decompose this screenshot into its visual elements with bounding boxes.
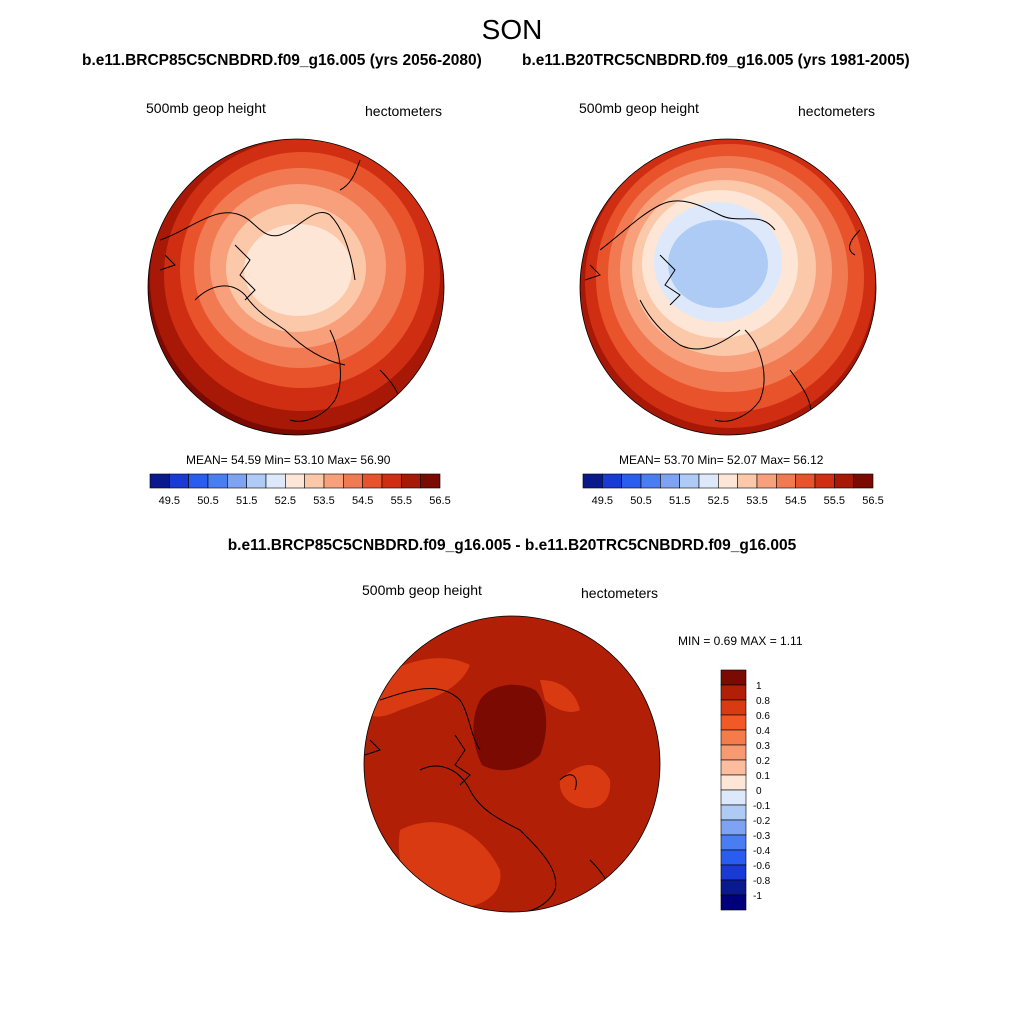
colorbar-1-swatch [207, 473, 228, 489]
colorbar-3-swatch [720, 714, 747, 731]
colorbar-2-swatch [795, 473, 816, 489]
panel-3-stats: MIN = 0.69 MAX = 1.11 [678, 634, 803, 648]
colorbar-1-tick-label: 54.5 [352, 495, 373, 507]
colorbar-3-tick-label: 0.1 [756, 771, 770, 782]
colorbar-1-swatch [169, 473, 189, 489]
colorbar-3-tick-label: 0 [756, 786, 762, 797]
colorbar-2-swatch [853, 473, 874, 489]
page-title: SON [481, 14, 543, 45]
map-panel-1 [147, 138, 445, 436]
coastlines-1 [159, 159, 402, 422]
colorbar-2-tick-label: 55.5 [824, 495, 845, 507]
colorbar-1-swatch [323, 473, 344, 489]
colorbar-3-swatch [720, 849, 747, 866]
panel-2-stats: MEAN= 53.70 Min= 52.07 Max= 56.12 [619, 453, 824, 467]
colorbar-2-swatch [640, 473, 661, 489]
colorbar-2-swatch [582, 473, 603, 489]
panel-3-variable: 500mb geop height [362, 582, 482, 598]
colorbar-3-swatch [720, 789, 747, 806]
colorbar-3-swatch [720, 819, 747, 836]
panel-2-subtitle: b.e11.B20TRC5CNBDRD.f09_g16.005 (yrs 198… [522, 52, 910, 69]
map-panel-3 [363, 615, 661, 913]
colorbar-3-swatch [720, 804, 747, 821]
colorbar-2: 49.5 50.5 51.5 52.5 53.5 54.5 55.5 56.5 [582, 473, 884, 507]
colorbar-2-swatch [776, 473, 796, 489]
colorbar-1-swatch [401, 473, 421, 489]
colorbar-3-tick-label: -0.8 [753, 876, 771, 887]
colorbar-2-tick-label: 56.5 [862, 495, 883, 507]
panel-1-subtitle: b.e11.BRCP85C5CNBDRD.f09_g16.005 (yrs 20… [82, 52, 482, 69]
panel-1-variable: 500mb geop height [146, 100, 266, 116]
colorbar-3-tick-label: -0.1 [753, 801, 771, 812]
colorbar-2-tick-label: 51.5 [669, 495, 690, 507]
colorbar-2-swatch [756, 473, 777, 489]
colorbar-2-swatch [602, 473, 622, 489]
colorbar-3-tick-label: 1 [756, 681, 762, 692]
colorbar-1-swatch [246, 473, 267, 489]
colorbar-3-swatch [720, 759, 747, 776]
colorbar-3-tick-label: 0.6 [756, 711, 770, 722]
colorbar-2-swatch [718, 473, 738, 489]
colorbar-2-swatch [698, 473, 719, 489]
colorbar-1-tick-label: 52.5 [275, 495, 296, 507]
colorbar-1-swatch [227, 473, 247, 489]
colorbar-1-swatch [188, 473, 209, 489]
colorbar-3-swatch [720, 774, 747, 791]
panel-3-units: hectometers [581, 585, 659, 601]
colorbar-1-swatch [362, 473, 383, 489]
colorbar-3-tick-label: 0.3 [756, 741, 770, 752]
colorbar-3-tick-label: -0.6 [753, 861, 771, 872]
colorbar-2-tick-label: 49.5 [592, 495, 613, 507]
colorbar-3-tick-label: 0.8 [756, 696, 770, 707]
panel-3-subtitle: b.e11.BRCP85C5CNBDRD.f09_g16.005 - b.e11… [227, 537, 797, 554]
colorbar-3-tick-label: -0.3 [753, 831, 771, 842]
colorbar-1-tick-label: 49.5 [159, 495, 180, 507]
colorbar-2-swatch [834, 473, 854, 489]
colorbar-2-swatch [737, 473, 758, 489]
colorbar-3-tick-label: -0.4 [753, 846, 771, 857]
colorbar-1-swatch [149, 473, 170, 489]
colorbar-3-swatch [720, 834, 747, 851]
colorbar-3-swatch [720, 894, 747, 911]
colorbar-3-tick-label: 0.4 [756, 726, 770, 737]
colorbar-1-tick-label: 55.5 [391, 495, 412, 507]
colorbar-2-tick-label: 52.5 [708, 495, 729, 507]
panel-2-units: hectometers [798, 103, 876, 119]
colorbar-3-swatch [720, 729, 747, 746]
colorbar-1-tick-label: 50.5 [197, 495, 218, 507]
colorbar-3-swatch [720, 864, 747, 881]
colorbar-1-swatch [265, 473, 286, 489]
colorbar-1-swatch [285, 473, 305, 489]
colorbar-1-swatch [420, 473, 441, 489]
colorbar-1-swatch [381, 473, 402, 489]
colorbar-3-tick-label: 0.2 [756, 756, 770, 767]
panel-1-stats: MEAN= 54.59 Min= 53.10 Max= 56.90 [186, 453, 391, 467]
colorbar-1-swatch [343, 473, 363, 489]
colorbar-3-tick-label: -0.2 [753, 816, 771, 827]
colorbar-2-tick-label: 54.5 [785, 495, 806, 507]
colorbar-3-swatch [720, 699, 747, 716]
colorbar-1-tick-label: 53.5 [313, 495, 334, 507]
colorbar-2-swatch [814, 473, 835, 489]
panel-1-units: hectometers [365, 103, 443, 119]
colorbar-3-tick-label: -1 [753, 891, 762, 902]
colorbar-1-tick-label: 51.5 [236, 495, 257, 507]
colorbar-3-swatch [720, 744, 747, 761]
colorbar-2-tick-label: 50.5 [630, 495, 651, 507]
colorbar-1-swatch [304, 473, 325, 489]
colorbar-1: 49.5 50.5 51.5 52.5 53.5 54.5 55.5 56.5 [149, 473, 451, 507]
colorbar-2-tick-label: 53.5 [746, 495, 767, 507]
colorbar-3: 1 0.8 0.6 0.4 0.3 0.2 0.1 0 -0.1 -0.2 -0.3 -0.4 -0.6… [720, 669, 771, 911]
panel-2-variable: 500mb geop height [579, 100, 699, 116]
colorbar-1-tick-label: 56.5 [429, 495, 450, 507]
colorbar-3-swatch [720, 879, 747, 896]
colorbar-3-swatch [720, 684, 747, 701]
colorbar-2-swatch [621, 473, 642, 489]
map-panel-2 [579, 138, 877, 436]
colorbar-3-swatch [720, 669, 747, 686]
colorbar-2-swatch [660, 473, 680, 489]
colorbar-2-swatch [679, 473, 700, 489]
